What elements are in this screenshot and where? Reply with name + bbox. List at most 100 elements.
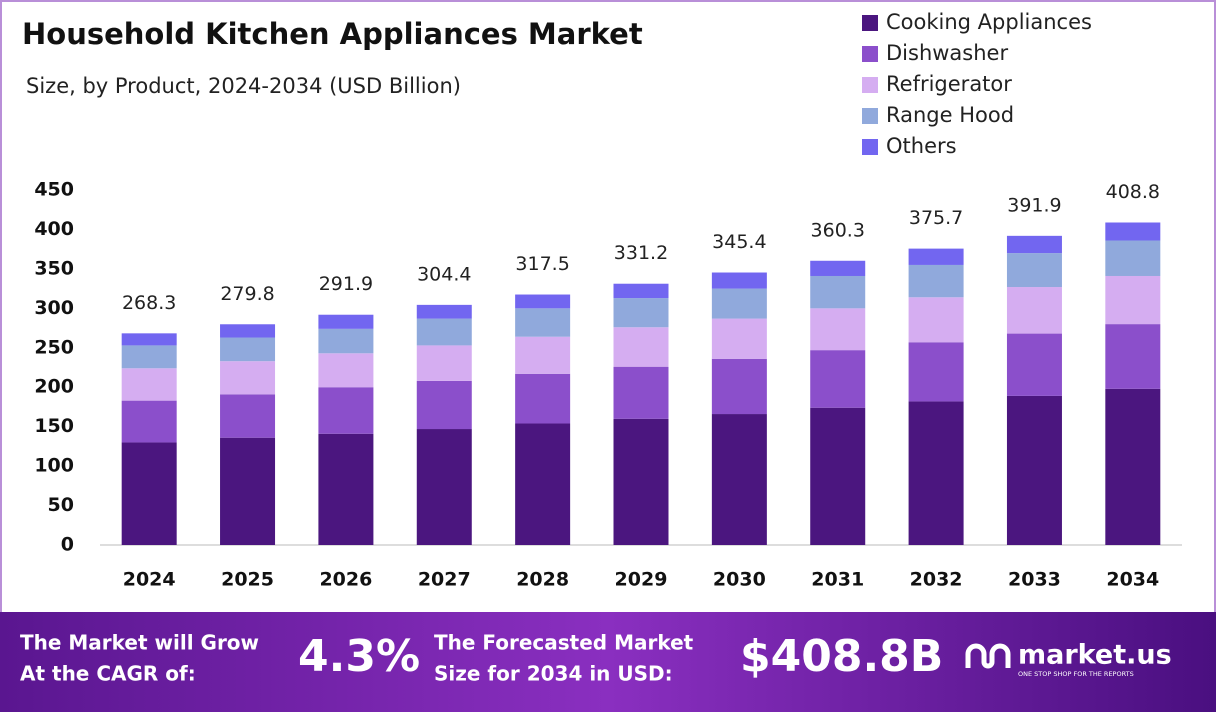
bar-segment — [711, 358, 767, 415]
bar-segment — [515, 294, 571, 309]
bar-segment — [908, 248, 964, 265]
bar-segment — [1006, 253, 1062, 288]
legend-swatch — [862, 15, 878, 31]
bar-segment — [318, 353, 374, 388]
x-tick-label: 2031 — [811, 569, 864, 591]
bar-segment — [1006, 395, 1062, 545]
x-tick-label: 2034 — [1106, 569, 1159, 591]
bar-segment — [515, 336, 571, 374]
bar-segment — [810, 260, 866, 276]
bar-segment — [711, 414, 767, 545]
total-label: 360.3 — [811, 219, 865, 241]
bar-segment — [810, 308, 866, 351]
x-tick-label: 2027 — [418, 569, 471, 591]
bar-segment — [515, 423, 571, 545]
bar-segment — [121, 368, 177, 401]
bar-segment — [416, 429, 472, 545]
bar-segment — [416, 304, 472, 319]
bar-segment — [613, 283, 669, 299]
footer-text: Size for 2034 in USD: — [434, 662, 673, 686]
y-tick-label: 200 — [34, 376, 74, 398]
bar-segment — [220, 337, 276, 362]
bar-segment — [711, 288, 767, 319]
bar-segment — [515, 373, 571, 424]
total-label: 408.8 — [1106, 181, 1160, 203]
bar-segment — [220, 324, 276, 338]
y-tick-label: 450 — [34, 179, 74, 201]
legend-swatch — [862, 108, 878, 124]
bar-segment — [908, 342, 964, 402]
legend-label: Refrigerator — [886, 72, 1012, 96]
footer-banner — [0, 612, 1216, 712]
total-label: 279.8 — [220, 283, 274, 305]
x-tick-label: 2030 — [713, 569, 766, 591]
y-tick-label: 0 — [61, 534, 74, 556]
footer-text: The Market will Grow — [20, 631, 259, 655]
chart-subtitle: Size, by Product, 2024-2034 (USD Billion… — [26, 74, 461, 98]
bar-segment — [220, 361, 276, 395]
legend-label: Range Hood — [886, 103, 1014, 127]
legend-swatch — [862, 139, 878, 155]
total-label: 317.5 — [515, 253, 569, 275]
bar-segment — [318, 387, 374, 434]
forecast-value: $408.8B — [740, 631, 943, 682]
bar-segment — [515, 308, 571, 337]
total-label: 391.9 — [1007, 194, 1061, 216]
total-label: 375.7 — [909, 207, 963, 229]
brand-logo — [965, 643, 1011, 669]
total-label: 331.2 — [614, 242, 668, 264]
bar-segment — [121, 345, 177, 369]
bar-segment — [1006, 333, 1062, 396]
chart-title: Household Kitchen Appliances Market — [22, 17, 643, 51]
legend-label: Dishwasher — [886, 41, 1008, 65]
footer-text: The Forecasted Market — [434, 631, 694, 655]
y-tick-label: 250 — [34, 336, 74, 358]
y-tick-label: 400 — [34, 218, 74, 240]
y-tick-label: 300 — [34, 297, 74, 319]
bar-segment — [121, 442, 177, 545]
bar-segment — [1105, 275, 1161, 325]
legend-label: Cooking Appliances — [886, 10, 1092, 34]
bar-segment — [121, 400, 177, 443]
bar-segment — [613, 418, 669, 545]
total-label: 304.4 — [417, 263, 471, 285]
total-label: 291.9 — [319, 273, 373, 295]
bar-segment — [613, 298, 669, 328]
bar-segment — [416, 345, 472, 381]
bar-segment — [1105, 388, 1161, 545]
bar-segment — [711, 272, 767, 289]
legend-swatch — [862, 46, 878, 62]
x-tick-label: 2025 — [221, 569, 274, 591]
footer-text: At the CAGR of: — [20, 662, 196, 686]
bar-segment — [1105, 240, 1161, 276]
bar-segment — [416, 380, 472, 430]
bar-segment — [810, 275, 866, 309]
legend-label: Others — [886, 134, 957, 158]
bar-segment — [318, 328, 374, 354]
bar-segment — [121, 333, 177, 346]
x-tick-label: 2033 — [1008, 569, 1061, 591]
bar-segment — [1105, 222, 1161, 241]
bar-segment — [908, 401, 964, 545]
legend-swatch — [862, 77, 878, 93]
brand: market.us — [1018, 640, 1172, 671]
bar-segment — [1006, 287, 1062, 334]
bar-segment — [318, 314, 374, 329]
x-tick-label: 2029 — [615, 569, 668, 591]
bar-segment — [810, 350, 866, 408]
y-tick-label: 350 — [34, 257, 74, 279]
bar-segment — [711, 318, 767, 359]
bar-segment — [908, 264, 964, 298]
bar-segment — [220, 437, 276, 545]
bar-segment — [908, 297, 964, 343]
bar-segment — [810, 407, 866, 545]
bar-segment — [416, 318, 472, 346]
bar-segment — [1105, 324, 1161, 389]
bar-segment — [220, 394, 276, 438]
bar-segment — [613, 366, 669, 419]
total-label: 268.3 — [122, 292, 176, 314]
x-tick-label: 2024 — [123, 569, 176, 591]
y-tick-label: 50 — [48, 494, 74, 516]
x-tick-label: 2026 — [319, 569, 372, 591]
